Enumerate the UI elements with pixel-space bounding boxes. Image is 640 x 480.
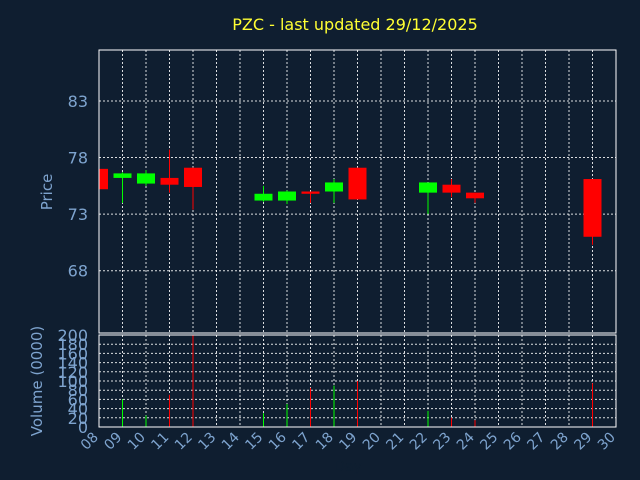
volume-tick-label: 20 — [68, 409, 88, 428]
x-tick-label: 17 — [289, 430, 313, 454]
price-tick-label: 68 — [68, 262, 88, 281]
candle-body — [325, 182, 343, 192]
x-tick-label: 25 — [477, 430, 501, 454]
candle — [184, 167, 202, 210]
candle-body — [348, 167, 367, 200]
x-axis-ticks: 08 09 10 11 12 13 14 15 16 17 18 19 20 21 22 23 24 25 26 27… — [78, 429, 619, 453]
volume-tick-label: 100 — [57, 372, 88, 391]
x-tick-label: 26 — [501, 429, 525, 453]
volume-tick-label: 180 — [57, 335, 88, 354]
candle — [442, 179, 461, 198]
x-tick-label: 27 — [524, 430, 548, 454]
x-tick-label: 11 — [148, 430, 172, 454]
candle-body — [466, 192, 484, 199]
x-axis-label: Day — [334, 459, 362, 475]
x-tick-label: 28 — [548, 430, 572, 454]
volume-panel-frame — [98, 334, 617, 428]
volume-axis-label: Volume (0000) — [28, 326, 46, 436]
candle — [325, 179, 343, 203]
candle-body — [442, 184, 461, 193]
x-tick-label: 22 — [407, 430, 431, 454]
candle-body — [278, 191, 296, 201]
x-tick-label: 16 — [266, 429, 290, 453]
candle — [137, 169, 155, 186]
volume-tick-label: 40 — [68, 400, 88, 419]
x-tick-label: 14 — [219, 429, 243, 453]
volume-tick-label: 140 — [57, 354, 88, 373]
volume-tick-label: 200 — [57, 326, 88, 345]
volume-tick-label: 120 — [57, 363, 88, 382]
x-tick-label: 29 — [571, 430, 595, 454]
x-tick-label: 30 — [595, 430, 619, 454]
candle — [583, 179, 602, 245]
candle — [113, 172, 132, 203]
x-tick-label: 23 — [430, 430, 454, 454]
candle — [301, 191, 320, 203]
volume-tick-label: 160 — [57, 344, 88, 363]
candle — [466, 192, 484, 203]
x-tick-label: 10 — [125, 430, 149, 454]
candle-body — [160, 177, 179, 185]
price-candles — [98, 149, 602, 245]
x-tick-label: 21 — [383, 430, 407, 454]
x-tick-label: 18 — [313, 430, 337, 454]
x-tick-label: 15 — [242, 430, 266, 454]
candle — [254, 185, 273, 202]
volume-tick-label: 60 — [68, 390, 88, 409]
x-tick-label: 12 — [172, 430, 196, 454]
price-tick-label: 78 — [68, 149, 88, 168]
x-tick-label: 13 — [195, 430, 219, 454]
x-tick-label: 20 — [360, 430, 384, 454]
candle — [160, 149, 179, 193]
price-panel-frame — [98, 49, 617, 334]
price-axis-label: Price — [38, 174, 56, 211]
x-tick-label: 09 — [101, 430, 125, 454]
x-tick-label: 19 — [336, 430, 360, 454]
candle-body — [184, 167, 202, 187]
candle-body — [137, 173, 155, 184]
price-y-ticks: 68 73 78 83 — [68, 92, 88, 281]
candle-body — [99, 168, 108, 190]
volume-tick-label: 80 — [68, 381, 88, 400]
price-tick-label: 83 — [68, 92, 88, 111]
candle-body — [419, 182, 437, 193]
candle-body — [113, 173, 132, 178]
x-tick-label: 24 — [454, 429, 478, 453]
volume-bars — [122, 335, 593, 427]
candle — [278, 190, 296, 204]
candle-body — [583, 179, 602, 237]
candle — [98, 168, 108, 190]
candle-body — [254, 193, 273, 201]
volume-tick-label: 0 — [78, 418, 88, 437]
candle — [348, 167, 367, 200]
chart-title: PZC - last updated 29/12/2025 — [232, 15, 478, 34]
candle — [419, 182, 437, 215]
price-tick-label: 73 — [68, 205, 88, 224]
candle-body — [301, 191, 320, 194]
